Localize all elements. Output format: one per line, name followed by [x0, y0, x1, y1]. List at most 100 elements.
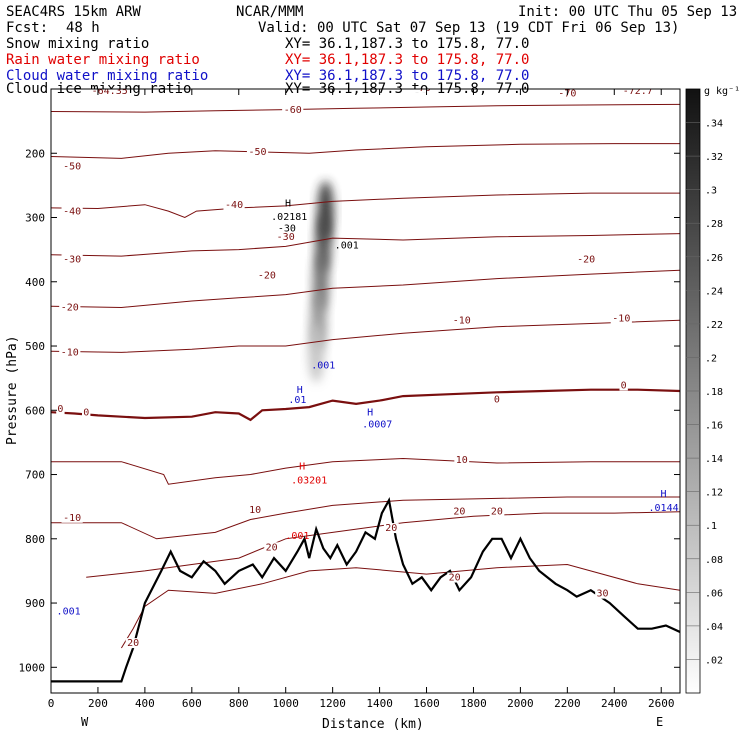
- contour-label-bg: [246, 147, 269, 158]
- mixing-ratio-label: .0144: [649, 503, 679, 514]
- temperature-contour-line: [51, 192, 680, 219]
- init-time: Init: 00 UTC Thu 05 Sep 13: [518, 4, 737, 20]
- temperature-contour-label: -70: [413, 83, 431, 94]
- temperature-contour-label: -64.35: [92, 86, 128, 97]
- y-tick-label: 200: [25, 147, 45, 160]
- mixing-ratio-label: H: [285, 199, 291, 210]
- temperature-contour-label: -10: [453, 316, 471, 327]
- y-tick-label: 600: [25, 404, 45, 417]
- temperature-contour-label: -10: [61, 348, 79, 359]
- legend: Snow mixing ratio XY= 36.1,187.3 to 175.…: [6, 36, 529, 97]
- x-tick-label: 2200: [554, 697, 581, 710]
- contour-label-bg: [595, 588, 610, 599]
- colorbar-tick-label: .34: [705, 119, 723, 130]
- contour-label-bg: [61, 161, 83, 172]
- y-tick-label: 900: [25, 597, 45, 610]
- y-tick-label: 300: [25, 212, 45, 225]
- contour-label-bg: [247, 505, 263, 516]
- temperature-contour-label: -50: [249, 147, 267, 158]
- temperature-contour-label: -40: [63, 206, 81, 217]
- x-tick-label: 2600: [648, 697, 675, 710]
- temperature-contour-label: 0: [57, 404, 63, 415]
- temperature-contour-label: 20: [449, 573, 461, 584]
- temperature-contour-label: -50: [63, 161, 81, 172]
- west-label: W: [81, 715, 89, 729]
- colorbar-tick-label: .04: [705, 622, 723, 633]
- mixing-ratio-label: .001: [335, 240, 359, 251]
- contour-label-bg: [59, 347, 81, 358]
- temperature-contour-label: 20: [127, 638, 139, 649]
- colorbar-tick-label: .12: [705, 488, 723, 499]
- valid-time: Valid: 00 UTC Sat 07 Sep 13 (19 CDT Fri …: [258, 20, 679, 36]
- temperature-contour-line: [51, 319, 680, 353]
- legend-cloud-water-xy: XY= 36.1,187.3 to 175.8, 77.0: [285, 68, 529, 84]
- y-tick-label: 1000: [19, 661, 46, 674]
- temperature-contour-label: 30: [597, 589, 609, 600]
- mixing-ratio-label: .03201: [291, 476, 327, 487]
- temperature-contour-label: 10: [249, 505, 261, 516]
- legend-cloud-water-label: Cloud water mixing ratio: [6, 68, 208, 84]
- x-tick-label: 2000: [507, 697, 534, 710]
- freezing-level-line: [51, 388, 680, 422]
- y-axis-label: Pressure (hPa): [5, 335, 20, 445]
- temperature-contour-label: -20: [61, 303, 79, 314]
- contour-label-bg: [619, 380, 628, 391]
- contour-label-bg: [82, 407, 91, 418]
- colorbar-tick-label: .18: [705, 387, 723, 398]
- contour-label-bg: [61, 206, 83, 217]
- x-tick-label: 0: [48, 697, 55, 710]
- temperature-contour-label: 10: [456, 455, 468, 466]
- contour-label-bg: [61, 254, 83, 265]
- colorbar: g kg⁻¹ .02 .04 .06 .08 .1 .12 .14 .16 .18 .2 .22 .2…: [685, 86, 740, 694]
- y-tick-label: 500: [25, 340, 45, 353]
- mixing-ratio-label: -30: [278, 224, 296, 235]
- temperature-contour-line: [51, 103, 680, 113]
- contour-label-bg: [264, 542, 280, 553]
- temperature-contour-label: -10: [63, 513, 81, 524]
- contour-label-bg: [61, 512, 83, 523]
- fcst-value: 48 h: [66, 20, 100, 36]
- temperature-contour-label: 0: [494, 395, 500, 406]
- mixing-ratio-label: H: [367, 407, 373, 418]
- contour-label-bg: [575, 254, 597, 265]
- contour-label-bg: [59, 302, 81, 313]
- contour-label-bg: [451, 506, 467, 517]
- x-tick-label: 2400: [601, 697, 628, 710]
- mixing-ratio-label: .001: [285, 531, 309, 542]
- temperature-contour-label: -30: [63, 254, 81, 265]
- contour-label-bg: [89, 89, 130, 97]
- temperature-contour-line: [120, 563, 680, 649]
- temperature-contour-line: [86, 511, 680, 578]
- contour-label-bg: [275, 232, 297, 242]
- colorbar-tick-label: .26: [705, 253, 723, 264]
- east-label: E: [656, 715, 663, 729]
- mixing-ratio-label: .0007: [362, 420, 392, 431]
- y-tick-label: 800: [25, 533, 45, 546]
- temperature-contour-label: 20: [385, 523, 397, 534]
- x-tick-label: 1800: [460, 697, 487, 710]
- contour-label-bg: [125, 638, 141, 649]
- plot-frame: [50, 88, 681, 694]
- mixing-ratio-label: H: [299, 461, 305, 472]
- contour-label-bg: [256, 270, 278, 281]
- colorbar-tick-label: .16: [705, 421, 723, 432]
- contour-label-bg: [411, 89, 433, 93]
- contour-label-bg: [383, 523, 399, 534]
- y-tick-label: 400: [25, 276, 45, 289]
- legend-snow-label: Snow mixing ratio: [6, 36, 149, 52]
- x-tick-label: 1400: [366, 697, 393, 710]
- contour-label-bg: [454, 454, 470, 465]
- contour-label-bg: [620, 89, 655, 97]
- model-title: SEAC4RS 15km ARW: [6, 4, 141, 20]
- colorbar-tick-label: .2: [705, 353, 717, 364]
- mixing-ratio-label: .001: [57, 607, 81, 618]
- colorbar-tick-label: .3: [705, 186, 717, 197]
- mixing-ratio-label: H: [297, 385, 303, 396]
- colorbar-tick-label: .28: [705, 219, 723, 230]
- legend-rain-xy: XY= 36.1,187.3 to 175.8, 77.0: [285, 52, 529, 68]
- mixing-ratio-label: .01: [288, 395, 306, 406]
- contour-label-bg: [282, 104, 304, 115]
- temperature-contour-label: 20: [266, 542, 278, 553]
- x-tick-label: 800: [229, 697, 249, 710]
